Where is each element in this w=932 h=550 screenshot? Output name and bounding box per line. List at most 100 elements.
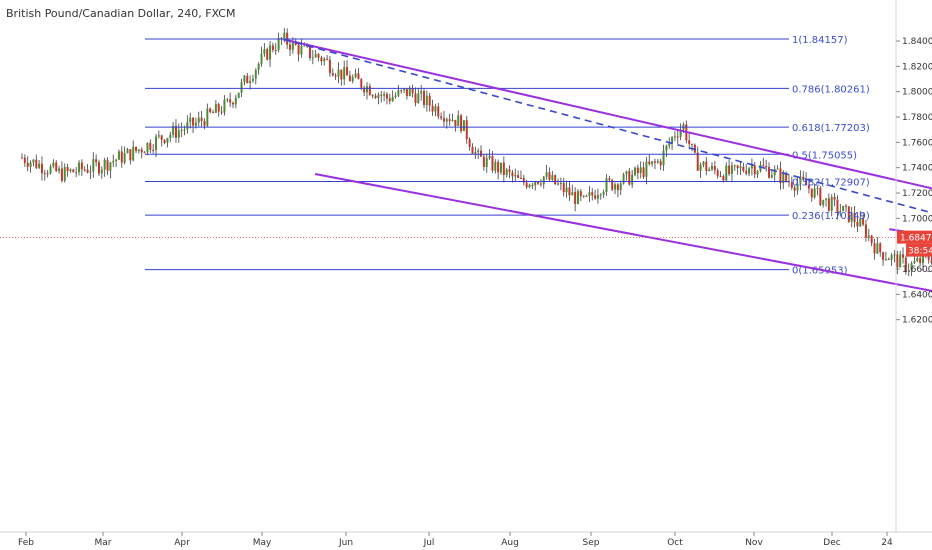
- channel-mid-dashed-line[interactable]: [283, 38, 932, 270]
- candle-body: [785, 173, 788, 181]
- candle-body: [95, 159, 98, 163]
- fib-level-label: 0.236(1.70249): [792, 211, 870, 222]
- candle-body: [100, 169, 103, 174]
- current-price-tag: 1.68478 38:54: [897, 230, 932, 257]
- candle-body: [830, 196, 833, 211]
- candles-layer: [21, 28, 932, 277]
- channel-upper-line[interactable]: [283, 38, 932, 230]
- candle-body: [819, 187, 822, 206]
- candle-body: [80, 162, 83, 170]
- candle-body: [879, 243, 882, 253]
- candle-body: [844, 205, 847, 207]
- candle-body: [277, 37, 280, 51]
- candle-body: [522, 178, 525, 183]
- candle-body: [482, 156, 485, 167]
- candle-body: [266, 49, 269, 60]
- x-tick-label: 24: [881, 538, 893, 548]
- candle-body: [919, 258, 922, 264]
- y-tick-label: 1.80000: [902, 88, 932, 98]
- candle-body: [816, 187, 819, 189]
- candle-body: [186, 122, 189, 130]
- candle-body: [38, 163, 41, 168]
- candle-body: [722, 176, 725, 181]
- candle-body: [417, 93, 420, 104]
- channel-lower-line[interactable]: [314, 173, 932, 329]
- candle-body: [756, 171, 759, 175]
- fib-level-label: 0.5(1.75055): [792, 150, 857, 161]
- candle-body: [500, 162, 503, 173]
- x-tick-label: Sep: [583, 538, 600, 548]
- candle-body: [582, 195, 585, 197]
- candle-body: [537, 181, 540, 184]
- fib-level-label: 0(1.65953): [792, 266, 848, 277]
- candle-body: [78, 162, 81, 173]
- candle-body: [656, 161, 659, 163]
- candle-body: [648, 161, 651, 165]
- candle-body: [907, 270, 910, 272]
- candle-body: [691, 143, 694, 145]
- candle-body: [129, 149, 132, 161]
- candle-body: [397, 90, 400, 96]
- candle-body: [768, 166, 771, 178]
- candle-body: [519, 177, 522, 179]
- candle-body: [323, 58, 326, 62]
- y-tick-label: 1.66000: [902, 265, 932, 275]
- candle-body: [297, 45, 300, 55]
- candle-body: [614, 184, 617, 190]
- candle-body: [554, 175, 557, 185]
- candle-body: [58, 168, 61, 171]
- candle-body: [836, 199, 839, 213]
- x-tick-label: Apr: [174, 538, 190, 548]
- candle-body: [126, 149, 129, 154]
- candle-body: [864, 224, 867, 238]
- price-axis[interactable]: 1.84000 1.82000 1.80000 1.78000 1.76000 1.740…: [896, 37, 932, 326]
- candle-body: [571, 192, 574, 196]
- candle-body: [97, 162, 100, 174]
- candle-body: [89, 171, 92, 173]
- candle-body: [847, 206, 850, 222]
- y-tick-label: 1.82000: [902, 62, 932, 72]
- candle-body: [160, 135, 163, 140]
- candle-body: [884, 259, 887, 261]
- x-tick-label: Feb: [18, 538, 34, 548]
- candle-body: [132, 146, 135, 161]
- candle-body: [394, 95, 397, 97]
- candle-body: [662, 150, 665, 166]
- candle-body: [21, 157, 23, 159]
- candle-body: [289, 44, 292, 50]
- candle-body: [234, 97, 237, 105]
- candle-body: [636, 167, 639, 174]
- candle-body: [189, 117, 192, 123]
- candle-body: [776, 168, 779, 170]
- y-tick-label: 1.74000: [902, 164, 932, 174]
- x-tick-label: Jul: [423, 538, 435, 548]
- candle-body: [72, 169, 75, 173]
- candle-body: [899, 254, 902, 268]
- candle-body: [23, 157, 26, 163]
- candle-body: [497, 161, 500, 173]
- candle-body: [634, 167, 637, 175]
- x-tick-label: Nov: [745, 538, 763, 548]
- candle-body: [357, 73, 360, 80]
- candle-body: [736, 165, 739, 169]
- candle-body: [548, 172, 551, 180]
- candle-body: [414, 93, 417, 104]
- candle-body: [303, 45, 306, 47]
- candle-body: [254, 69, 257, 79]
- candle-body: [46, 173, 49, 175]
- candle-body: [696, 152, 699, 171]
- candle-body: [86, 169, 89, 173]
- candle-body: [673, 136, 676, 138]
- candle-body: [588, 192, 591, 196]
- candle-body: [180, 129, 183, 131]
- candle-body: [434, 106, 437, 112]
- time-axis[interactable]: Feb Mar Apr May Jun Jul Aug Sep Oct Nov Dec 24: [18, 532, 893, 548]
- candle-body: [403, 89, 406, 91]
- candle-body: [730, 165, 733, 175]
- candle-body: [594, 195, 597, 199]
- candle-body: [75, 172, 78, 174]
- candle-body: [317, 54, 320, 58]
- candle-body: [391, 96, 394, 102]
- candle-body: [49, 166, 52, 174]
